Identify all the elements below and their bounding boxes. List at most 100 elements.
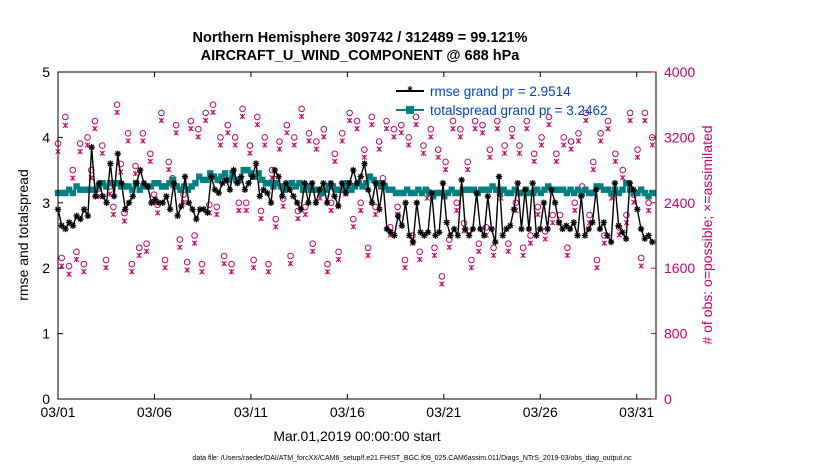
obs-assimilated-point [501, 150, 508, 156]
obs-assimilated-point [202, 117, 209, 124]
rmse-point-stroke [137, 167, 143, 173]
obs-possible-point [375, 138, 383, 145]
rmse-point-stroke [428, 190, 435, 196]
obs-assimilated-point [81, 268, 87, 275]
obs-assimilated-point [428, 134, 434, 140]
rmse-point-stroke [645, 232, 652, 239]
totalspread-point [448, 186, 455, 193]
obs-assimilated-point [58, 263, 65, 269]
obs-assimilated-point [494, 125, 501, 132]
obs-possible-point [571, 199, 579, 207]
rmse-point [492, 238, 499, 246]
obs-assimilated-point [158, 117, 165, 124]
obs-assimilated-point [546, 121, 552, 128]
obs-assimilated-point [147, 158, 154, 165]
totalspread-point [296, 179, 303, 187]
totalspread-point [489, 183, 496, 190]
rmse-point-stroke [548, 186, 555, 193]
obs-assimilated-point [376, 146, 382, 152]
totalspread-point [615, 189, 623, 197]
rmse-point [555, 219, 563, 226]
obs-possible-point [246, 142, 254, 149]
legend-spread-marker [406, 106, 414, 114]
rmse-point [353, 179, 361, 187]
rmse-point-stroke [286, 186, 293, 193]
x-tick-label: 03/16 [330, 404, 365, 420]
totalspread-point [366, 173, 374, 180]
obs-assimilated-point [184, 267, 190, 273]
obs-assimilated-point [490, 252, 497, 259]
totalspread-point [177, 186, 184, 193]
obs-possible-point [553, 150, 560, 158]
rmse-point-stroke [339, 180, 345, 186]
obs-possible-point [287, 252, 294, 260]
rmse-point-stroke [417, 229, 424, 235]
obs-possible-point [224, 121, 232, 129]
obs-possible-point [372, 203, 379, 211]
rmse-point-stroke [129, 193, 136, 200]
obs-possible-point [346, 109, 353, 117]
rmse-point [125, 199, 133, 206]
totalspread-point [567, 186, 574, 193]
rmse-point-stroke [473, 190, 480, 196]
obs-possible-point [412, 113, 420, 121]
totalspread-point [311, 186, 318, 193]
obs-possible-point [73, 248, 80, 256]
obs-assimilated-point [620, 174, 626, 181]
totalspread-point [637, 186, 645, 193]
obs-possible-point [564, 244, 571, 252]
totalspread-point [604, 186, 611, 193]
obs-possible-point [612, 150, 619, 158]
rmse-point [604, 232, 611, 239]
rmse-point-stroke [593, 186, 599, 193]
totalspread-point [396, 189, 403, 197]
rmse-point [181, 173, 189, 180]
obs-assimilated-point [535, 211, 541, 218]
totalspread-point [129, 186, 136, 193]
rmse-point-stroke [73, 213, 80, 219]
rmse-point [271, 166, 278, 174]
obs-possible-point [490, 244, 497, 252]
obs-possible-point [143, 240, 150, 247]
rmse-point [62, 225, 69, 233]
obs-assimilated-point [383, 125, 390, 132]
obs-possible-point [475, 240, 483, 247]
rmse-point [110, 193, 118, 200]
totalspread-point [452, 189, 459, 197]
rmse-point-stroke [567, 226, 573, 232]
obs-assimilated-point [594, 264, 600, 271]
rmse-point [607, 238, 615, 246]
obs-possible-point [357, 199, 364, 207]
totalspread-point [348, 186, 355, 193]
obs-possible-point [597, 130, 604, 137]
rmse-point [133, 179, 140, 187]
obs-possible-point [468, 256, 475, 264]
obs-possible-point [183, 258, 191, 266]
obs-possible-point [165, 158, 173, 166]
rmse-point [159, 199, 166, 206]
rmse-point-stroke [193, 216, 200, 222]
y-left-tick-label: 4 [42, 129, 50, 145]
obs-assimilated-point [487, 154, 493, 161]
rmse-point-stroke [634, 206, 641, 213]
footer-data-file: data file: /Users/raeder/DAI/ATM_forcXX/… [192, 455, 632, 462]
rmse-point [189, 206, 196, 213]
obs-assimilated-point [649, 142, 656, 148]
totalspread-point [329, 183, 337, 190]
rmse-point [151, 196, 159, 203]
rmse-point-stroke [571, 219, 577, 226]
obs-possible-point [394, 203, 401, 211]
rmse-point-stroke [275, 173, 282, 180]
rmse-point [305, 199, 312, 206]
rmse-point-stroke [335, 203, 342, 209]
y-left-tick-label: 3 [42, 195, 50, 211]
rmse-point-stroke [238, 173, 244, 180]
rmse-point [69, 222, 77, 229]
rmse-point [372, 179, 379, 187]
rmse-point [275, 173, 282, 180]
rmse-point-stroke [111, 193, 117, 200]
rmse-point-stroke [313, 200, 319, 206]
rmse-point [536, 225, 544, 233]
totalspread-point [481, 186, 489, 193]
totalspread-point [292, 183, 299, 190]
